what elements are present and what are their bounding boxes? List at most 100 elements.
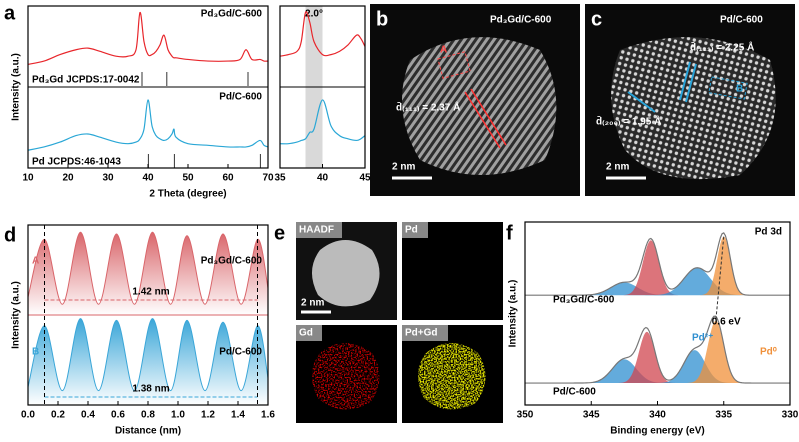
component-peak <box>684 320 748 384</box>
profile-area <box>27 318 269 406</box>
panel-label: a <box>4 2 16 24</box>
lattice-line <box>627 91 656 113</box>
envelope <box>525 232 790 296</box>
lattice-line <box>679 61 691 101</box>
x-tick-label: 1.2 <box>201 410 215 421</box>
component-peak <box>652 350 737 384</box>
profile-name: B <box>32 347 39 358</box>
lattice-line <box>470 88 507 146</box>
component-peak <box>576 359 673 384</box>
component-peak <box>619 240 683 296</box>
panel-label: b <box>376 8 388 30</box>
region-label: B <box>736 84 743 95</box>
component-peak <box>644 267 751 296</box>
x-tick-label: 0.8 <box>141 410 155 421</box>
tile-label: Pd <box>405 225 418 236</box>
shift-line <box>715 236 725 321</box>
x-tick-label: 50 <box>182 173 194 184</box>
tile-tag <box>402 325 448 341</box>
series-line <box>279 11 366 57</box>
panel-label: c <box>591 8 602 30</box>
reference-label: Pd₃Gd JCPDS:17-0042 <box>32 75 140 86</box>
x-tick-label: 330 <box>782 410 799 421</box>
x-tick-label: 0.4 <box>81 410 95 421</box>
tile-tag <box>402 222 428 238</box>
span-label: 1.42 nm <box>132 287 169 298</box>
panel-label: d <box>4 224 16 246</box>
scale-label: 2 nm <box>301 298 324 309</box>
tile-label: HAADF <box>299 225 334 236</box>
series-label: Pd₃Gd/C-600 <box>201 9 263 20</box>
x-axis-label: 2 Theta (degree) <box>149 189 226 200</box>
x-tick-label: 40 <box>317 173 329 184</box>
spacing-label: d̄₍₂₀₀₎ = 1.95 Å <box>596 115 661 128</box>
x-tick-label: 0.6 <box>111 410 125 421</box>
tile-tag <box>296 325 322 341</box>
span-label: 1.38 nm <box>132 384 169 395</box>
x-tick-label: 335 <box>715 410 732 421</box>
tile-tag <box>296 222 342 238</box>
image-label: Pd/C-600 <box>720 15 763 26</box>
y-axis-label: Intensity (a.u.) <box>11 281 22 349</box>
x-tick-label: 70 <box>262 173 274 184</box>
profile-area <box>27 231 269 316</box>
x-tick-label: 340 <box>649 410 666 421</box>
profile-label: Pd₃Gd/C-600 <box>201 256 263 267</box>
lattice-line <box>685 63 697 103</box>
series-line <box>27 99 269 151</box>
spacing-label: d̄₍₁₁₁₎ = 2.37 Å <box>396 101 460 114</box>
x-tick-label: 20 <box>62 173 74 184</box>
gd-map <box>311 343 380 410</box>
lattice-line <box>464 91 501 149</box>
x-tick-label: 345 <box>583 410 600 421</box>
scale-label: 2 nm <box>606 162 629 173</box>
pd-tile <box>402 222 503 320</box>
overlay-map <box>417 343 486 410</box>
x-tick-label: 1.0 <box>171 410 185 421</box>
tile-label: Gd <box>299 328 313 339</box>
series-line <box>279 99 366 145</box>
component-peak <box>571 282 678 296</box>
particle <box>311 240 380 307</box>
panel-label: f <box>506 222 513 244</box>
profile-label: Pd/C-600 <box>219 347 262 358</box>
chart-title: Pd 3d <box>755 227 782 238</box>
spacing-label: d̄₍₁₁₁₎ = 2.25 Å <box>690 41 754 54</box>
y-axis-label: Intensity (a.u.) <box>508 280 519 348</box>
x-tick-label: 0.2 <box>51 410 65 421</box>
pd0-label: Pd⁰ <box>760 347 777 358</box>
x-tick-label: 10 <box>22 173 34 184</box>
region-box <box>708 76 748 100</box>
x-tick-label: 1.4 <box>231 410 245 421</box>
x-axis-label: Distance (nm) <box>115 426 181 437</box>
component-peak <box>697 236 751 296</box>
reference-label: Pd JCPDS:46-1043 <box>32 157 121 168</box>
x-tick-label: 35 <box>274 173 286 184</box>
image-label: Pd₃Gd/C-600 <box>490 15 552 26</box>
series-line <box>27 11 269 65</box>
x-tick-label: 350 <box>517 410 534 421</box>
region-box <box>437 51 471 79</box>
x-tick-label: 45 <box>359 173 371 184</box>
x-axis-label: Binding energy (eV) <box>610 426 704 437</box>
envelope <box>525 315 790 384</box>
panel-label: e <box>274 222 285 244</box>
x-tick-label: 40 <box>142 173 154 184</box>
component-peak <box>615 331 679 384</box>
series-label: Pd/C-600 <box>219 92 262 103</box>
scale-label: 2 nm <box>392 162 415 173</box>
x-tick-label: 1.6 <box>261 410 275 421</box>
region-label: A <box>440 45 447 56</box>
particle <box>402 37 557 176</box>
x-tick-label: 30 <box>102 173 114 184</box>
y-axis-label: Intensity (a.u.) <box>11 53 22 121</box>
pd2-label: Pd²⁺ <box>692 333 713 344</box>
spectrum-label: Pd₃Gd/C-600 <box>553 295 615 306</box>
tile-label: Pd+Gd <box>405 328 438 339</box>
shift-label: 0.6 eV <box>712 317 741 328</box>
spectrum-label: Pd/C-600 <box>553 387 596 398</box>
x-tick-label: 60 <box>222 173 234 184</box>
particle <box>611 37 776 180</box>
band-label: 2.0° <box>305 9 323 20</box>
